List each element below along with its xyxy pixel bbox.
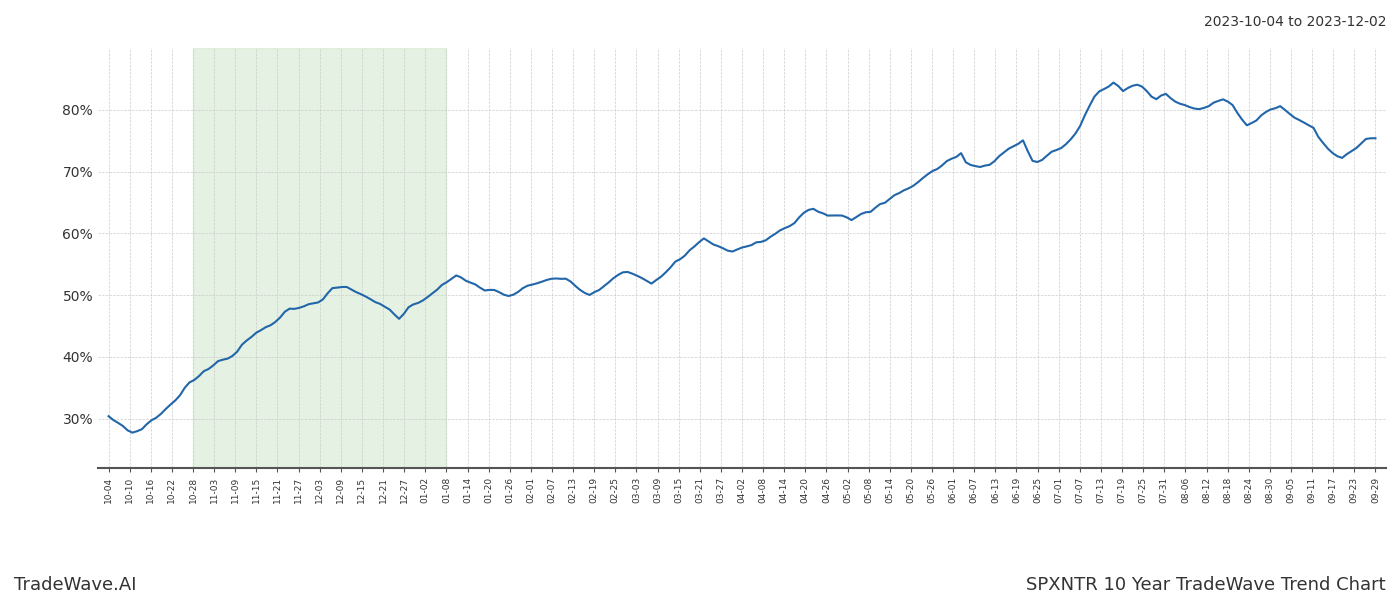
Text: 2023-10-04 to 2023-12-02: 2023-10-04 to 2023-12-02 — [1204, 15, 1386, 29]
Text: SPXNTR 10 Year TradeWave Trend Chart: SPXNTR 10 Year TradeWave Trend Chart — [1026, 576, 1386, 594]
Text: TradeWave.AI: TradeWave.AI — [14, 576, 137, 594]
Bar — [193, 48, 447, 468]
